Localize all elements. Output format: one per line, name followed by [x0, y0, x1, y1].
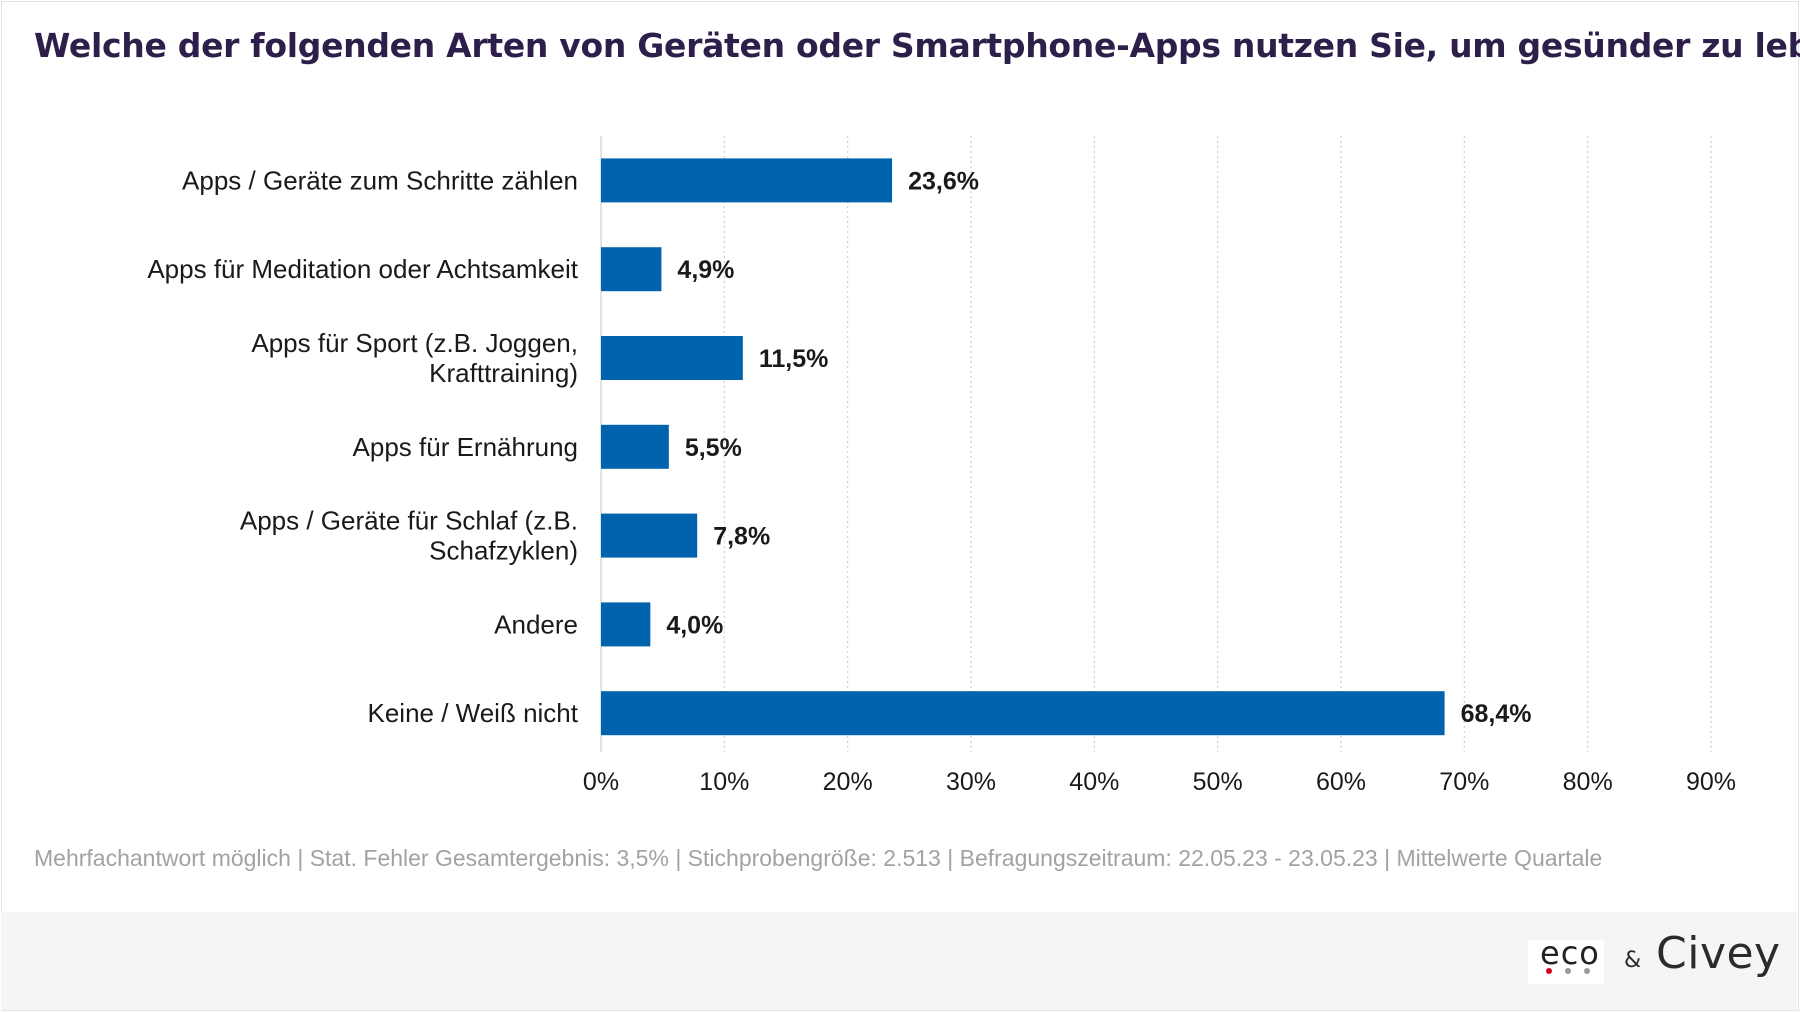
value-label-3: 11,5% — [759, 345, 829, 373]
category-label-5-line-2: Schafzyklen) — [429, 536, 578, 566]
value-label-4: 5,5% — [685, 434, 742, 462]
eco-dot-3 — [1584, 968, 1590, 974]
bar-5 — [601, 513, 698, 558]
eco-dot-2 — [1565, 968, 1571, 974]
category-label-1: Apps / Geräte zum Schritte zählen — [182, 165, 578, 195]
category-label-2: Apps für Meditation oder Achtsamkeit — [147, 254, 578, 284]
eco-logo-background — [1528, 940, 1604, 984]
bar-3 — [601, 336, 743, 380]
x-tick-label-70: 70% — [1439, 768, 1489, 796]
chart-title: Welche der folgenden Arten von Geräten o… — [34, 26, 1800, 65]
bar-1 — [601, 158, 893, 203]
category-label-3-line-1: Apps für Sport (z.B. Joggen, — [251, 328, 578, 358]
x-tick-label-60: 60% — [1316, 768, 1366, 796]
value-label-5: 7,8% — [713, 523, 770, 551]
bar-6 — [601, 602, 651, 647]
bar-7 — [601, 691, 1445, 736]
bar-4 — [601, 424, 669, 469]
value-label-6: 4,0% — [666, 611, 723, 639]
x-tick-label-80: 80% — [1563, 768, 1613, 796]
bar-chart: 23,6% Apps / Geräte zum Schritte zählen 4,… — [147, 136, 1736, 796]
eco-logo: eco — [1540, 934, 1600, 972]
value-label-1: 23,6% — [908, 167, 979, 195]
category-label-7: Keine / Weiß nicht — [367, 698, 578, 728]
x-tick-label-90: 90% — [1686, 768, 1736, 796]
category-label-4: Apps für Ernährung — [353, 432, 578, 462]
x-tick-label-50: 50% — [1193, 768, 1243, 796]
x-tick-label-30: 30% — [946, 768, 996, 796]
civey-logo: Civey — [1656, 928, 1781, 979]
eco-dot-1 — [1546, 968, 1552, 974]
footnote: Mehrfachantwort möglich | Stat. Fehler G… — [34, 845, 1603, 871]
eco-logo-dots — [1546, 968, 1596, 976]
value-label-7: 68,4% — [1461, 700, 1532, 728]
x-tick-label-20: 20% — [823, 768, 873, 796]
x-tick-label-10: 10% — [699, 768, 749, 796]
x-tick-label-0: 0% — [583, 768, 619, 796]
category-label-3-line-2: Krafttraining) — [429, 358, 578, 388]
footer-band — [1, 912, 1797, 1010]
bar-2 — [601, 247, 662, 292]
category-label-6: Andere — [494, 609, 578, 639]
value-label-2: 4,9% — [677, 256, 734, 284]
category-label-5-line-1: Apps / Geräte für Schlaf (z.B. — [240, 506, 578, 536]
logo-separator: & — [1624, 948, 1642, 973]
x-tick-label-40: 40% — [1069, 768, 1119, 796]
